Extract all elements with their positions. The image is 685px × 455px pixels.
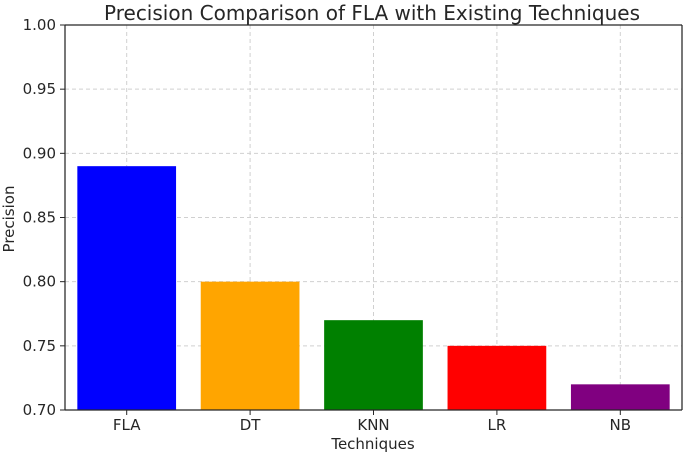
bar-fla bbox=[77, 166, 177, 410]
x-tick-label: DT bbox=[240, 416, 262, 434]
bar-lr bbox=[447, 345, 547, 410]
x-tick-label: FLA bbox=[113, 416, 141, 434]
y-tick-label: 0.95 bbox=[23, 80, 56, 98]
y-tick-label: 0.75 bbox=[23, 337, 56, 355]
y-tick-label: 0.70 bbox=[23, 401, 56, 419]
x-tick-label: NB bbox=[610, 416, 632, 434]
bar-nb bbox=[570, 384, 670, 410]
x-ticks-group: FLA DT KNN LR NB bbox=[113, 410, 631, 434]
y-ticks-group: 0.70 0.75 0.80 0.85 0.90 0.95 1.00 bbox=[23, 16, 65, 419]
y-tick-label: 0.80 bbox=[23, 273, 56, 291]
chart-title: Precision Comparison of FLA with Existin… bbox=[104, 1, 640, 25]
y-tick-label: 0.90 bbox=[23, 144, 56, 162]
y-axis-label: Precision bbox=[0, 186, 18, 253]
x-tick-label: KNN bbox=[357, 416, 389, 434]
bars-group bbox=[77, 166, 670, 410]
bar-dt bbox=[200, 281, 300, 410]
bar-knn bbox=[324, 320, 423, 410]
x-axis-label: Techniques bbox=[330, 435, 415, 453]
y-tick-label: 1.00 bbox=[23, 16, 56, 34]
y-tick-label: 0.85 bbox=[23, 209, 56, 227]
x-tick-label: LR bbox=[488, 416, 507, 434]
